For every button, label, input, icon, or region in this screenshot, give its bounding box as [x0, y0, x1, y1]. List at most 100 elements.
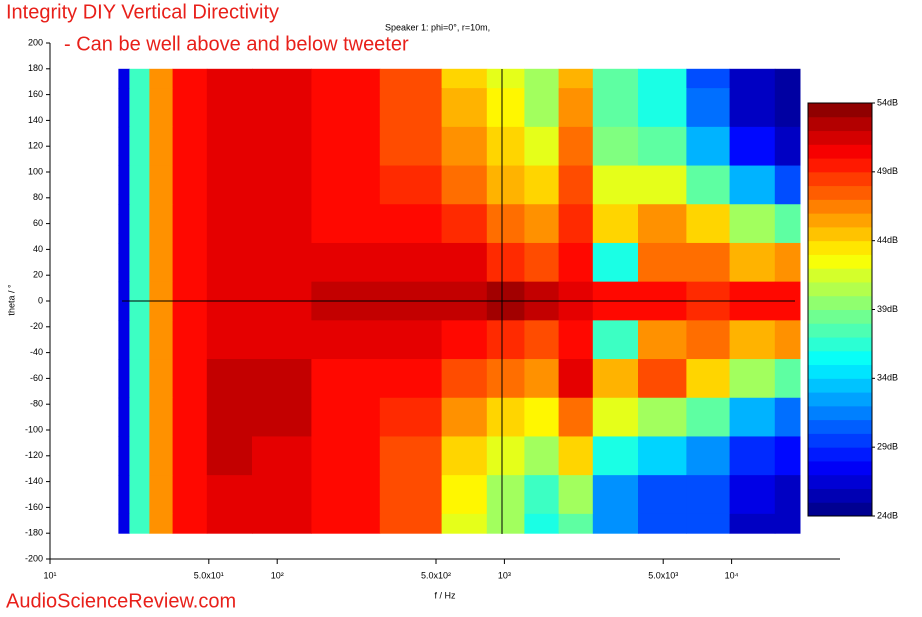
y-tick-label: 140: [28, 115, 43, 125]
y-tick-label: -120: [25, 450, 43, 460]
colorbar-band: [808, 103, 872, 118]
heatmap-cell: [774, 320, 801, 360]
heatmap-cell: [729, 513, 776, 534]
x-tick-label: 10⁴: [725, 570, 739, 580]
heatmap-cell: [118, 126, 130, 167]
heatmap-cell: [129, 88, 150, 128]
heatmap-cell: [486, 68, 525, 89]
heatmap-cell: [379, 475, 443, 515]
colorbar-band: [808, 405, 872, 421]
heatmap-cell: [172, 436, 208, 476]
heatmap-cell: [486, 513, 525, 534]
heatmap-cell: [149, 88, 174, 128]
colorbar-band: [808, 199, 872, 214]
colorbar-band: [808, 378, 872, 393]
heatmap-cell: [149, 475, 174, 515]
heatmap-cell: [558, 204, 594, 244]
colorbar-band: [808, 226, 872, 242]
heatmap-cell: [118, 165, 130, 205]
y-axis-label: theta / °: [6, 284, 16, 316]
heatmap-cell: [524, 436, 560, 476]
colorbar-band: [808, 433, 872, 448]
heatmap-cell: [638, 436, 687, 476]
y-tick-label: -20: [30, 321, 43, 331]
heatmap-cell: [172, 359, 208, 399]
heatmap-cell: [592, 436, 639, 476]
heatmap-cell: [379, 68, 443, 89]
heatmap-cell: [774, 204, 801, 244]
colorbar-band: [808, 350, 872, 366]
heatmap-cell: [686, 320, 731, 360]
heatmap-cell: [118, 397, 130, 437]
heatmap-cell: [311, 475, 381, 515]
heatmap-cell: [441, 242, 488, 283]
heatmap-cell: [118, 475, 130, 515]
heatmap-cell: [129, 242, 150, 283]
heatmap-cell: [149, 359, 174, 399]
heatmap-cell: [172, 242, 208, 283]
heatmap-cell: [558, 475, 594, 515]
heatmap-cell: [729, 436, 776, 476]
heatmap-cell: [558, 513, 594, 534]
heatmap-cell: [149, 165, 174, 205]
colorbar-tick-label: 54dB: [877, 97, 898, 107]
heatmap-cell: [524, 204, 560, 244]
heatmap-cell: [486, 126, 525, 167]
heatmap-cell: [172, 165, 208, 205]
heatmap-cell: [118, 359, 130, 399]
colorbar-band: [808, 268, 872, 283]
heatmap-cell: [729, 68, 776, 89]
heatmap-cell: [206, 204, 253, 244]
heatmap-cell: [441, 126, 488, 167]
colorbar-tick-label: 44dB: [877, 235, 898, 245]
colorbar-band: [808, 323, 872, 338]
colorbar-band: [808, 213, 872, 228]
x-tick-label: 10¹: [43, 570, 56, 580]
heatmap-cell: [638, 88, 687, 128]
heatmap-cell: [311, 204, 381, 244]
heatmap-cell: [251, 475, 312, 515]
colorbar-band: [808, 460, 872, 476]
heatmap-cell: [311, 320, 381, 360]
heatmap-cell: [686, 165, 731, 205]
heatmap-cell: [686, 359, 731, 399]
heatmap-cell: [311, 242, 381, 283]
colorbar-tick-label: 24dB: [877, 510, 898, 520]
heatmap-cell: [206, 68, 253, 89]
heatmap-cell: [149, 320, 174, 360]
heatmap-cell: [592, 68, 639, 89]
y-tick-label: 180: [28, 63, 43, 73]
y-tick-label: -200: [25, 553, 43, 563]
heatmap-cell: [638, 359, 687, 399]
heatmap-cell: [774, 513, 801, 534]
y-tick-label: 40: [33, 244, 43, 254]
heatmap-cell: [251, 126, 312, 167]
heatmap-cell: [686, 88, 731, 128]
y-tick-label: -80: [30, 399, 43, 409]
heatmap-cell: [149, 242, 174, 283]
heatmap-cell: [729, 397, 776, 437]
y-tick-label: -100: [25, 424, 43, 434]
heatmap-cell: [558, 320, 594, 360]
heatmap-cell: [149, 513, 174, 534]
heatmap-cell: [206, 513, 253, 534]
colorbar-band: [808, 309, 872, 324]
heatmap-cell: [686, 397, 731, 437]
heatmap-cell: [311, 359, 381, 399]
heatmap-cell: [118, 513, 130, 534]
heatmap-cell: [172, 397, 208, 437]
heatmap-cell: [638, 165, 687, 205]
heatmap-cell: [118, 242, 130, 283]
heatmap-cell: [149, 126, 174, 167]
heatmap-cell: [592, 513, 639, 534]
heatmap-cell: [524, 475, 560, 515]
heatmap-cell: [558, 68, 594, 89]
heatmap-cell: [729, 88, 776, 128]
heatmap-cell: [441, 88, 488, 128]
colorbar-band: [808, 254, 872, 269]
heatmap-cell: [129, 68, 150, 89]
colorbar: 24dB 29dB 34dB 39dB 44dB 49dB 54dB: [807, 97, 898, 520]
heatmap-cell: [592, 204, 639, 244]
heatmap-cell: [251, 320, 312, 360]
